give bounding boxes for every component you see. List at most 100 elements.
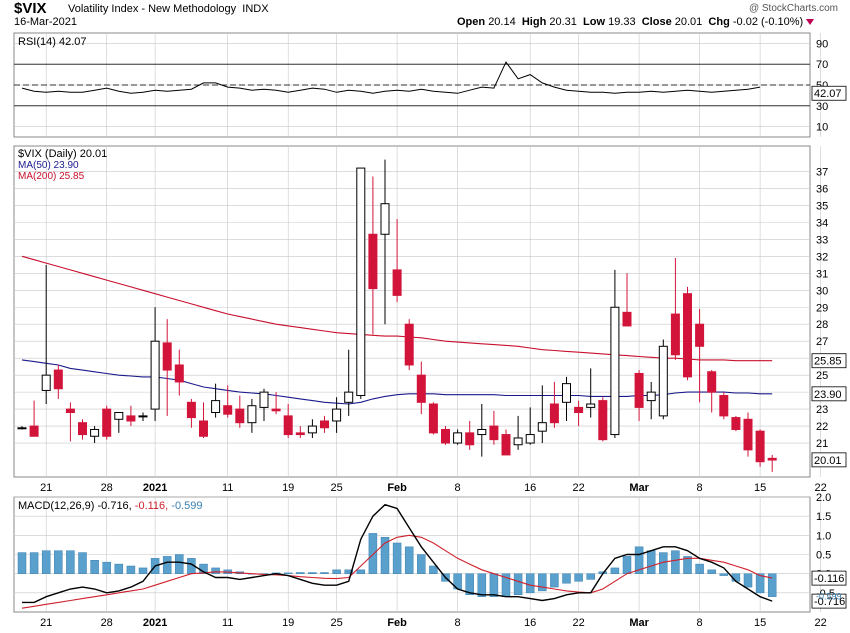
candle-body — [29, 425, 39, 437]
x-tick-label: 8 — [697, 482, 703, 494]
candle-body — [719, 395, 729, 417]
candle-body — [731, 417, 741, 430]
price-tick-label: 31 — [816, 268, 828, 280]
macd-histogram-bar — [308, 572, 317, 574]
candle-body — [380, 203, 390, 235]
candle-body — [622, 311, 632, 327]
rsi-legend: RSI(14) 42.07 — [18, 36, 86, 48]
price-tick-label: 34 — [816, 217, 828, 229]
macd-histogram-bar — [102, 561, 111, 574]
macd-signal-current-label-box — [811, 570, 847, 586]
candle-body — [102, 408, 112, 437]
rsi-tick-label: 70 — [816, 59, 828, 71]
candle-body — [162, 342, 172, 371]
x-tick-label: Feb — [387, 617, 407, 629]
close-value: 20.01 — [674, 16, 703, 28]
candle-body — [41, 374, 51, 391]
x-tick-label: 22 — [814, 617, 826, 629]
candle-body — [332, 408, 342, 422]
ma200-current-label: 25.85 — [814, 356, 842, 368]
macd-histogram-bar — [41, 550, 51, 574]
macd-histogram-bar — [574, 573, 583, 582]
macd-histogram-bar — [17, 552, 27, 574]
rsi-current-label-box — [811, 85, 847, 101]
chart-date: 16-Mar-2021 — [14, 16, 77, 28]
candle-body — [416, 374, 426, 403]
symbol: $VIX — [14, 0, 47, 17]
macd-histogram-bar — [78, 552, 87, 574]
macd-histogram-bar — [29, 552, 39, 574]
candle-body — [428, 403, 438, 434]
macd-histogram-bar — [404, 546, 414, 574]
candle-body — [707, 371, 717, 393]
macd-histogram-bar — [610, 567, 620, 574]
x-tick-label: 15 — [754, 617, 766, 629]
macd-tick-label: 0.5 — [816, 550, 831, 562]
candle-body — [392, 269, 402, 296]
candle-body — [404, 323, 414, 366]
candle-body — [65, 408, 75, 413]
macd-histogram-bar — [66, 550, 75, 574]
candle-body — [356, 167, 366, 397]
macd-histogram-bar — [586, 573, 595, 580]
candle-body — [174, 364, 184, 383]
macd-histogram-bar — [90, 560, 99, 574]
macd-histogram-bar — [755, 573, 765, 594]
price-tick-label: 37 — [816, 166, 828, 178]
macd-histogram-bar — [138, 567, 148, 574]
candle-body — [610, 306, 620, 436]
ma200-current-label-box — [811, 353, 847, 369]
candle-body — [223, 405, 233, 415]
macd-histogram-bar — [380, 537, 390, 574]
macd-histogram-bar — [538, 573, 547, 592]
macd-histogram-bar — [332, 569, 341, 574]
x-tick-label: 22 — [572, 482, 584, 494]
candle-body — [53, 369, 63, 390]
candle-body — [549, 403, 559, 424]
macd-histogram-bar — [695, 563, 704, 574]
copyright[interactable]: @ StockCharts.com — [748, 3, 838, 14]
x-tick-label: 25 — [330, 617, 342, 629]
x-tick-label: 22 — [572, 617, 584, 629]
candle-body — [368, 233, 378, 290]
candle-body — [235, 408, 245, 424]
candle-body — [114, 411, 124, 420]
macd-current-label: -0.716 — [814, 596, 845, 608]
ohlc-summary: Open 20.14 High 20.31 Low 19.33 Close 20… — [457, 16, 815, 28]
macd-histogram-bar — [634, 546, 644, 574]
low-value: 19.33 — [608, 16, 636, 28]
macd-histogram-bar — [513, 573, 523, 596]
x-tick-label: 28 — [101, 617, 113, 629]
macd-tick-label: 1.0 — [816, 530, 831, 542]
close-label: Close — [641, 16, 672, 28]
candle-body — [211, 400, 221, 413]
ma200-line — [21, 255, 773, 362]
x-tick-label: 2021 — [143, 617, 167, 629]
x-tick-label: 11 — [222, 482, 233, 494]
macd-current-label-box — [811, 593, 847, 609]
macd-legend-part: MACD(12,26,9) — [18, 500, 97, 512]
exchange: INDX — [242, 3, 269, 15]
price-tick-label: 33 — [816, 234, 828, 246]
macd-histogram-bar — [525, 573, 535, 594]
x-tick-label: 28 — [101, 482, 113, 494]
rsi-tick-label: 30 — [816, 101, 828, 113]
x-tick-label: Feb — [387, 482, 407, 494]
macd-histogram-bar — [671, 550, 680, 574]
macd-histogram-bar — [368, 533, 378, 574]
macd-histogram-bar — [646, 550, 656, 574]
candle-body — [186, 401, 196, 419]
macd-histogram-bar — [54, 550, 63, 574]
macd-histogram-bar — [126, 565, 136, 574]
candle-body — [441, 428, 450, 444]
macd-tick-label: 2.0 — [816, 492, 831, 504]
candle-body — [670, 313, 680, 356]
rsi-tick-label: 10 — [816, 122, 828, 134]
candle-body — [658, 345, 668, 417]
x-tick-label: 19 — [282, 482, 294, 494]
candle-body — [634, 372, 644, 408]
index-name: Volatility Index - New Methodology INDX — [68, 3, 269, 15]
candle-body — [247, 405, 257, 424]
macd-tick-label: 1.5 — [816, 511, 831, 523]
price-tick-label: 23 — [816, 404, 828, 416]
